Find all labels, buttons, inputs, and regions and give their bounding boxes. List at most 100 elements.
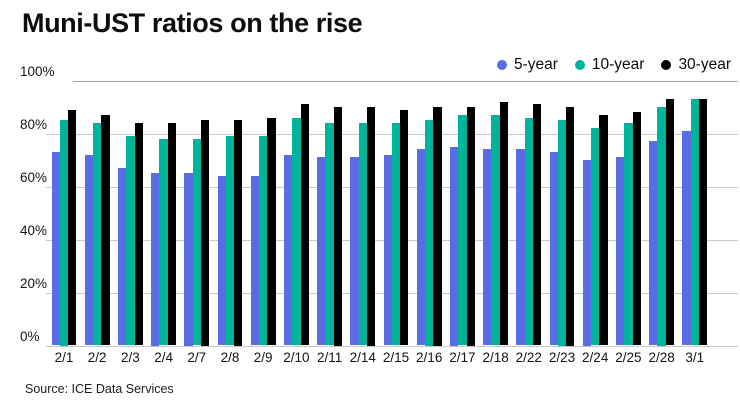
bar-10-year-2/14 <box>358 122 367 346</box>
bar-10-year-2/22 <box>524 117 533 346</box>
legend-dot-icon <box>574 60 585 70</box>
bar-10-year-2/1 <box>59 120 69 346</box>
bar-10-year-2/11 <box>325 122 334 346</box>
bar-30-year-2/2 <box>101 114 110 346</box>
x-axis-label-2/8: 2/8 <box>220 350 240 365</box>
bar-30-year-2/4 <box>167 122 177 346</box>
bar-30-year-3/1 <box>698 99 708 346</box>
x-axis-label-2/28: 2/28 <box>648 350 675 365</box>
legend-item-5-year: 5-year <box>496 56 558 74</box>
y-axis-label-100: 100% <box>20 63 55 79</box>
y-axis-label-80: 80% <box>20 116 48 132</box>
bar-10-year-2/8 <box>225 136 235 346</box>
bar-5-year-2/7 <box>184 173 193 346</box>
x-axis-label-2/17: 2/17 <box>449 350 476 365</box>
bar-5-year-2/2 <box>84 154 94 346</box>
gridline-0 <box>46 345 738 347</box>
y-axis-label-40: 40% <box>20 222 48 238</box>
legend-label: 5-year <box>513 56 558 73</box>
bar-5-year-3/1 <box>682 130 691 346</box>
bar-10-year-2/3 <box>126 136 135 346</box>
x-axis-label-2/18: 2/18 <box>482 350 509 365</box>
bar-10-year-2/28 <box>657 107 666 346</box>
bar-5-year-2/25 <box>615 157 625 346</box>
legend: 5-year 10-year 30-year <box>496 56 731 74</box>
x-axis-label-2/7: 2/7 <box>187 350 207 365</box>
legend-dot-icon <box>496 60 507 70</box>
bar-10-year-2/24 <box>591 128 600 346</box>
x-axis-label-2/14: 2/14 <box>349 350 376 365</box>
bar-10-year-2/10 <box>292 117 301 346</box>
chart-title: Muni-UST ratios on the rise <box>22 8 363 38</box>
bar-5-year-2/22 <box>516 149 525 346</box>
x-axis-label-2/1: 2/1 <box>54 350 74 365</box>
legend-label: 30-year <box>678 56 731 73</box>
bar-5-year-2/4 <box>151 173 160 346</box>
x-axis-label-2/9: 2/9 <box>253 350 273 365</box>
legend-item-30-year: 30-year <box>661 56 731 74</box>
bar-10-year-2/9 <box>259 136 268 346</box>
bar-5-year-2/11 <box>317 157 326 346</box>
bar-5-year-2/1 <box>51 152 60 346</box>
x-axis-label-2/16: 2/16 <box>416 350 443 365</box>
bar-10-year-2/23 <box>557 120 567 346</box>
bar-30-year-2/1 <box>68 109 77 346</box>
bar-30-year-2/14 <box>366 107 376 346</box>
bar-5-year-2/18 <box>483 149 492 346</box>
bar-10-year-2/16 <box>425 120 434 346</box>
bar-5-year-2/17 <box>449 146 459 346</box>
bar-30-year-2/17 <box>466 107 475 346</box>
x-axis-label-2/22: 2/22 <box>515 350 542 365</box>
bar-5-year-2/3 <box>117 167 127 346</box>
bar-30-year-2/22 <box>532 104 542 346</box>
x-axis-label-2/24: 2/24 <box>582 350 609 365</box>
bar-30-year-2/25 <box>632 112 641 346</box>
bar-5-year-2/10 <box>283 154 293 346</box>
x-axis-label-2/11: 2/11 <box>316 350 343 365</box>
bar-30-year-2/10 <box>300 104 309 346</box>
legend-item-10-year: 10-year <box>574 56 645 74</box>
y-axis-label-0: 0% <box>20 328 40 344</box>
bar-5-year-2/16 <box>416 149 426 346</box>
gridline-100 <box>73 80 738 82</box>
bar-5-year-2/15 <box>383 154 392 346</box>
bar-10-year-3/1 <box>690 99 699 346</box>
legend-dot-icon <box>661 60 672 70</box>
bar-30-year-2/15 <box>400 109 409 346</box>
bar-30-year-2/28 <box>665 99 675 346</box>
bar-10-year-2/18 <box>491 114 500 346</box>
source-note: Source: ICE Data Services <box>25 382 174 396</box>
bar-30-year-2/16 <box>433 107 442 346</box>
bar-10-year-2/25 <box>624 122 633 346</box>
x-axis-label-2/25: 2/25 <box>615 350 642 365</box>
y-axis-label-20: 20% <box>20 275 48 291</box>
bar-10-year-2/15 <box>391 122 401 346</box>
bar-10-year-2/2 <box>93 122 102 346</box>
bar-5-year-2/28 <box>649 141 658 346</box>
x-axis-label-2/15: 2/15 <box>382 350 410 365</box>
bar-10-year-2/17 <box>458 114 467 346</box>
bar-5-year-2/8 <box>217 175 226 346</box>
bar-30-year-2/8 <box>234 120 243 346</box>
bar-30-year-2/7 <box>200 120 210 346</box>
x-axis-label-2/4: 2/4 <box>154 350 173 365</box>
bar-10-year-2/4 <box>159 138 168 346</box>
bar-5-year-2/24 <box>582 160 592 346</box>
x-axis-label-2/23: 2/23 <box>548 350 576 365</box>
x-axis-label-3/1: 3/1 <box>685 350 705 365</box>
bar-30-year-2/11 <box>333 107 343 346</box>
x-axis-label-2/3: 2/3 <box>121 350 140 365</box>
bar-30-year-2/9 <box>267 117 276 346</box>
bar-5-year-2/9 <box>250 175 260 346</box>
y-axis-label-60: 60% <box>20 169 48 185</box>
x-axis-label-2/2: 2/2 <box>87 350 107 365</box>
bar-30-year-2/18 <box>499 101 509 346</box>
bar-5-year-2/23 <box>549 152 558 346</box>
legend-label: 10-year <box>591 56 645 73</box>
bar-30-year-2/3 <box>134 122 143 346</box>
x-axis-label-2/10: 2/10 <box>283 350 310 365</box>
bar-30-year-2/23 <box>566 107 575 346</box>
bar-10-year-2/7 <box>192 138 201 346</box>
